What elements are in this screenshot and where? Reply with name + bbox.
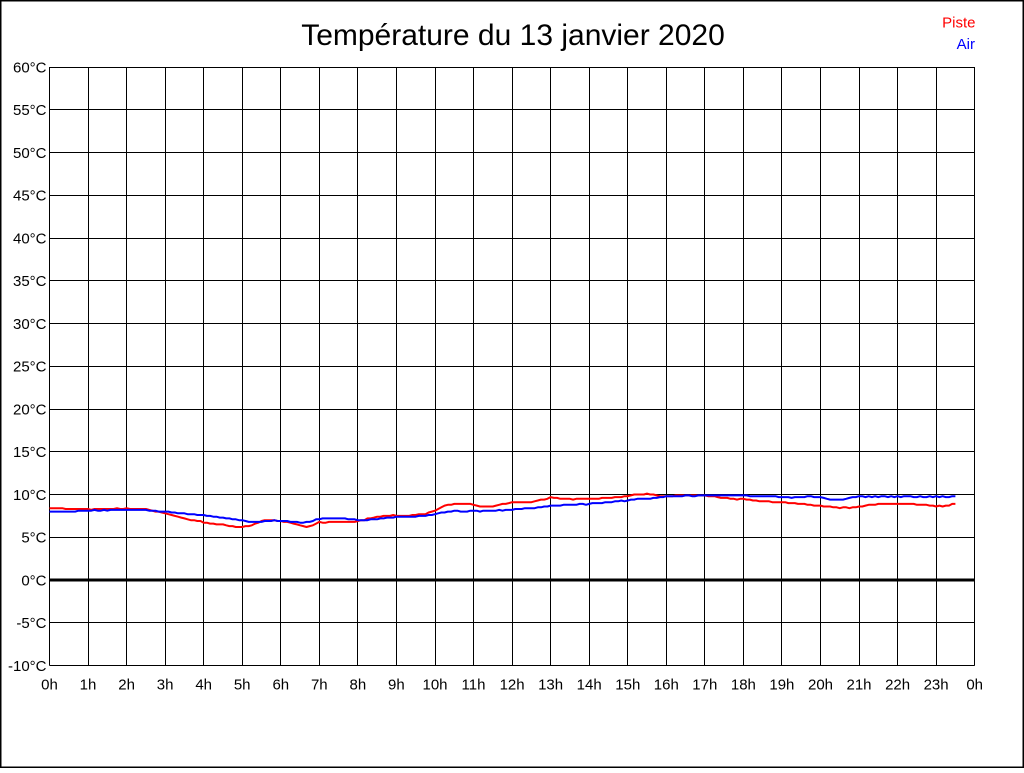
svg-text:15h: 15h xyxy=(615,677,640,694)
svg-text:3h: 3h xyxy=(157,677,174,694)
svg-text:0°C: 0°C xyxy=(21,572,46,589)
svg-text:0h: 0h xyxy=(966,677,983,694)
svg-text:40°C: 40°C xyxy=(13,230,47,247)
svg-text:Piste: Piste xyxy=(942,14,975,31)
svg-text:17h: 17h xyxy=(692,677,717,694)
svg-text:21h: 21h xyxy=(846,677,871,694)
svg-text:35°C: 35°C xyxy=(13,273,47,290)
svg-text:10°C: 10°C xyxy=(13,487,47,504)
svg-text:11h: 11h xyxy=(462,677,486,694)
svg-text:6h: 6h xyxy=(272,677,289,694)
svg-text:50°C: 50°C xyxy=(13,145,47,162)
svg-text:55°C: 55°C xyxy=(13,102,47,119)
svg-text:25°C: 25°C xyxy=(13,359,47,376)
svg-text:18h: 18h xyxy=(731,677,756,694)
svg-text:1h: 1h xyxy=(80,677,97,694)
svg-text:9h: 9h xyxy=(388,677,405,694)
svg-text:16h: 16h xyxy=(654,677,679,694)
svg-text:14h: 14h xyxy=(577,677,602,694)
svg-text:2h: 2h xyxy=(118,677,135,694)
svg-text:10h: 10h xyxy=(422,677,447,694)
svg-text:-5°C: -5°C xyxy=(16,615,46,632)
svg-text:Température du 13 janvier 2020: Température du 13 janvier 2020 xyxy=(301,19,725,52)
svg-text:5h: 5h xyxy=(234,677,251,694)
svg-text:Air: Air xyxy=(957,36,975,53)
svg-text:30°C: 30°C xyxy=(13,316,47,333)
svg-text:22h: 22h xyxy=(885,677,910,694)
svg-text:0h: 0h xyxy=(41,677,58,694)
svg-text:8h: 8h xyxy=(350,677,367,694)
svg-text:4h: 4h xyxy=(195,677,212,694)
svg-text:19h: 19h xyxy=(769,677,794,694)
svg-text:13h: 13h xyxy=(538,677,563,694)
svg-text:15°C: 15°C xyxy=(13,444,47,461)
svg-text:60°C: 60°C xyxy=(13,59,47,76)
svg-text:20h: 20h xyxy=(808,677,833,694)
svg-text:20°C: 20°C xyxy=(13,401,47,418)
svg-text:5°C: 5°C xyxy=(21,530,46,547)
svg-text:23h: 23h xyxy=(924,677,949,694)
svg-text:45°C: 45°C xyxy=(13,188,47,205)
svg-text:12h: 12h xyxy=(500,677,525,694)
svg-text:-10°C: -10°C xyxy=(8,658,47,675)
svg-text:7h: 7h xyxy=(311,677,328,694)
